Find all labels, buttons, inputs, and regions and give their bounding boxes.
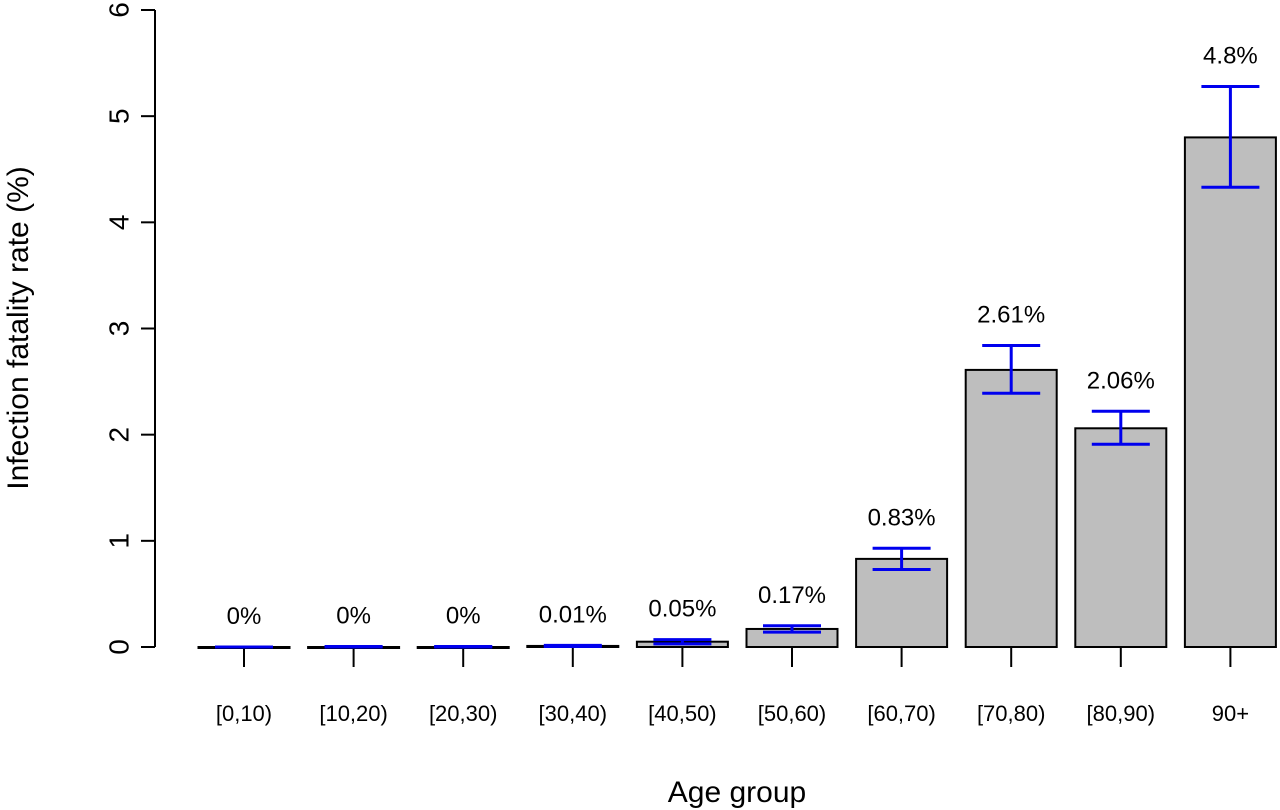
bar xyxy=(1074,427,1168,648)
y-tick-label: 1 xyxy=(104,533,135,549)
value-label: 0% xyxy=(446,602,481,629)
x-tick-label: [10,20) xyxy=(319,701,388,726)
value-label: 2.61% xyxy=(977,301,1045,328)
value-label: 0.05% xyxy=(648,596,716,623)
y-axis-title: Infection fatality rate (%) xyxy=(2,166,35,489)
value-label: 0% xyxy=(336,602,371,629)
bar xyxy=(1183,136,1277,648)
x-tick-label: 90+ xyxy=(1212,701,1249,726)
x-tick-label: [0,10) xyxy=(216,701,272,726)
y-tick-label: 2 xyxy=(104,427,135,443)
x-tick-label: [50,60) xyxy=(758,701,827,726)
x-tick-label: [30,40) xyxy=(539,701,608,726)
y-tick-label: 6 xyxy=(104,2,135,18)
bar xyxy=(964,368,1058,648)
bar xyxy=(855,557,949,648)
value-label: 2.06% xyxy=(1087,367,1155,394)
x-axis-title: Age group xyxy=(668,776,806,809)
y-tick-label: 0 xyxy=(104,639,135,655)
value-labels: 0% 0% 0% 0.01% 0.05% 0.17% 0.83% 2.61% 2.06% 4.8% xyxy=(227,42,1258,630)
value-label: 0.17% xyxy=(758,582,826,609)
error-bars xyxy=(215,84,1260,649)
x-tick-label: [60,70) xyxy=(867,701,936,726)
x-tick-label: [80,90) xyxy=(1087,701,1156,726)
value-label: 0.83% xyxy=(868,504,936,531)
x-tick-label: [20,30) xyxy=(429,701,498,726)
y-tick-label: 4 xyxy=(104,215,135,231)
y-axis: 0 1 2 3 4 5 6 xyxy=(104,2,156,655)
y-tick-label: 5 xyxy=(104,108,135,124)
value-label: 0% xyxy=(227,603,262,630)
value-label: 4.8% xyxy=(1203,42,1258,69)
value-label: 0.01% xyxy=(539,601,607,628)
x-tick-label: [40,50) xyxy=(648,701,717,726)
y-tick-label: 3 xyxy=(104,321,135,337)
x-axis: [0,10) [10,20) [20,30) [30,40) [40,50) [50,60… xyxy=(216,647,1249,726)
x-tick-label: [70,80) xyxy=(977,701,1046,726)
